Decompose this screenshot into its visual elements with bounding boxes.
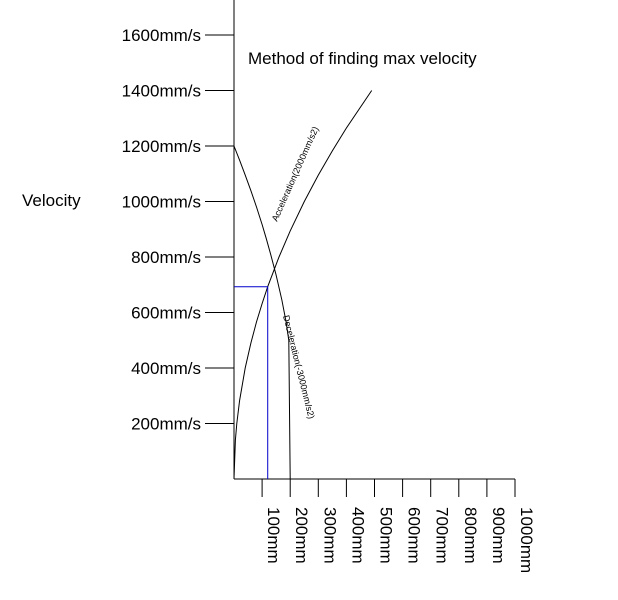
- x-tick-label: 800mm: [461, 507, 480, 564]
- chart-title: Method of finding max velocity: [248, 49, 477, 68]
- series-label-deceleration: Deceleration(-3000mm/s2): [281, 314, 316, 420]
- x-tick-label: 500mm: [377, 507, 396, 564]
- y-axis-label: Velocity: [22, 191, 81, 210]
- y-tick-label: 200mm/s: [131, 415, 201, 434]
- x-tick-label: 100mm: [264, 507, 283, 564]
- y-tick-label: 800mm/s: [131, 248, 201, 267]
- series-line-0: [233, 90, 373, 480]
- y-tick-label: 1400mm/s: [122, 82, 201, 101]
- x-tick-label: 300mm: [320, 507, 339, 564]
- y-tick-label: 400mm/s: [131, 359, 201, 378]
- series-line-1: [233, 145, 291, 480]
- series-group: [233, 90, 373, 480]
- y-tick-label: 1000mm/s: [122, 193, 201, 212]
- x-tick-label: 200mm: [292, 507, 311, 564]
- series-label-acceleration: Acceleration(2000mm/s2): [270, 125, 321, 223]
- y-tick-label: 600mm/s: [131, 304, 201, 323]
- x-tick-label: 900mm: [489, 507, 508, 564]
- x-tick-label: 400mm: [348, 507, 367, 564]
- axes: 200mm/s 400mm/s 600mm/s 800mm/s 1000mm/s 1200…: [122, 0, 536, 573]
- curve-labels: Acceleration(2000mm/s2) Deceleration(-300…: [270, 125, 321, 420]
- x-tick-label: 600mm: [405, 507, 424, 564]
- x-tick-label: 700mm: [433, 507, 452, 564]
- y-tick-label: 1600mm/s: [122, 26, 201, 45]
- y-tick-label: 1200mm/s: [122, 137, 201, 156]
- x-tick-label: 1000mm: [517, 507, 536, 573]
